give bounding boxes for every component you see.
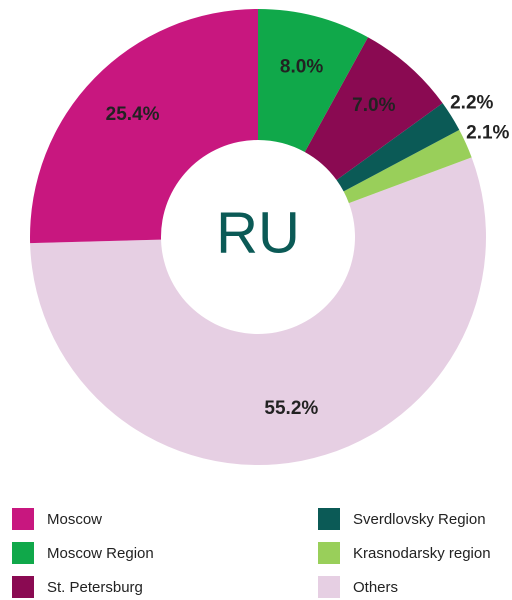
value-label: 25.4% xyxy=(106,104,160,125)
value-label: 55.2% xyxy=(264,398,318,419)
slice xyxy=(304,37,443,181)
legend-label: Krasnodarsky region xyxy=(353,545,491,562)
center-label: RU xyxy=(216,200,300,265)
legend-swatch xyxy=(12,542,34,564)
legend-label: St. Petersburg xyxy=(47,579,143,596)
legend-swatch xyxy=(12,508,34,530)
legend-swatch xyxy=(318,508,340,530)
legend-label: Sverdlovsky Region xyxy=(353,511,486,528)
value-label: 2.2% xyxy=(450,93,493,114)
legend-label: Moscow Region xyxy=(47,545,154,562)
legend-swatch xyxy=(12,576,34,598)
slice xyxy=(29,9,258,244)
value-label: 8.0% xyxy=(280,57,323,78)
slice xyxy=(343,129,472,204)
slice xyxy=(336,103,460,192)
slice xyxy=(30,157,486,465)
value-label: 2.1% xyxy=(466,123,509,144)
legend-swatch xyxy=(318,542,340,564)
value-label: 7.0% xyxy=(352,95,395,116)
legend-label: Others xyxy=(353,579,398,596)
legend-swatch xyxy=(318,576,340,598)
legend-label: Moscow xyxy=(47,511,102,528)
slice xyxy=(258,9,368,153)
